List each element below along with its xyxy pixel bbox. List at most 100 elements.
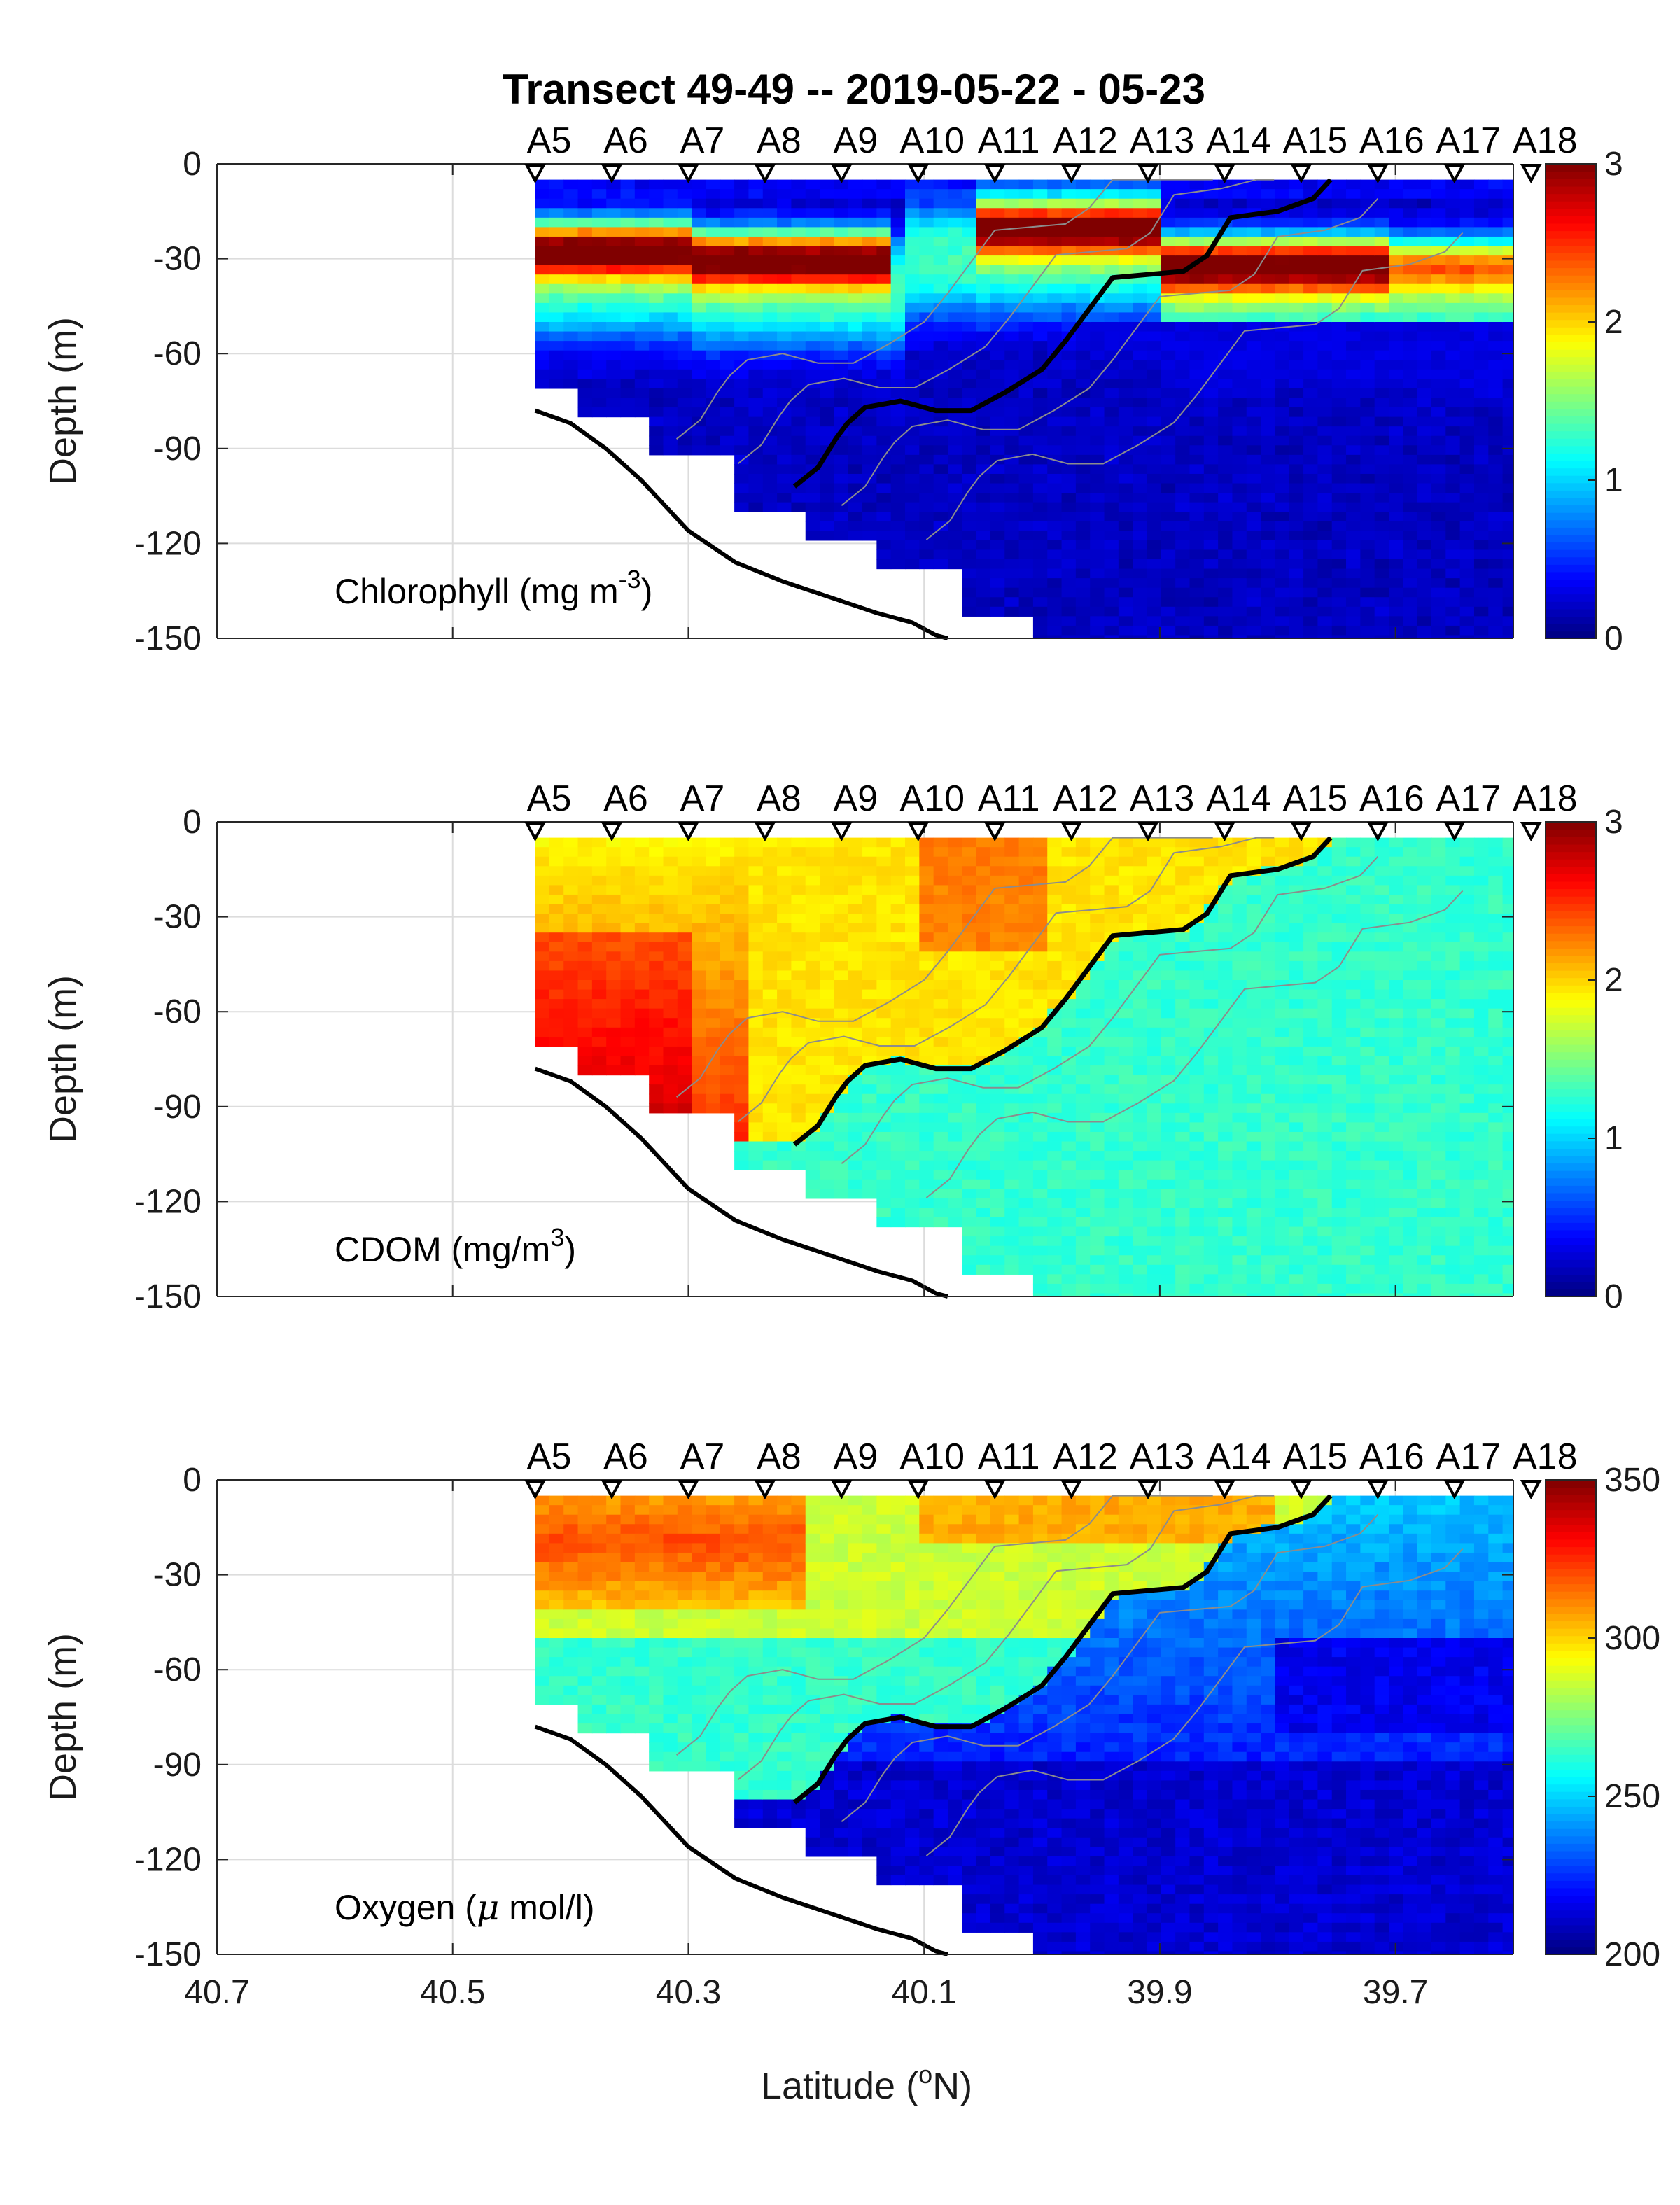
heatmap-cell (634, 856, 650, 867)
heatmap-cell (734, 837, 750, 848)
heatmap-cell (592, 875, 607, 886)
heatmap-cell (1175, 1226, 1191, 1237)
colorbar-swatch (1546, 253, 1596, 261)
heatmap-cell (606, 379, 622, 389)
heatmap-cell (890, 531, 906, 541)
heatmap-cell (1346, 625, 1361, 636)
heatmap-cell (748, 189, 764, 200)
heatmap-cell (1460, 493, 1475, 503)
heatmap-cell (1232, 559, 1247, 570)
heatmap-cell (692, 236, 707, 247)
heatmap-cell (1090, 1008, 1105, 1018)
heatmap-cell (962, 847, 977, 858)
heatmap-cell (848, 885, 863, 895)
heatmap-cell (1133, 635, 1148, 638)
heatmap-cell (1189, 1008, 1205, 1018)
heatmap-cell (1004, 416, 1020, 427)
heatmap-cell (1118, 540, 1133, 551)
heatmap-cell (862, 483, 877, 493)
heatmap-cell (1403, 578, 1418, 589)
heatmap-cell (1246, 179, 1261, 190)
heatmap-cell (962, 923, 977, 933)
heatmap-cell (720, 951, 735, 962)
heatmap-cell (1474, 473, 1489, 484)
heatmap-cell (947, 265, 962, 275)
heatmap-cell (1403, 369, 1418, 379)
heatmap-cell (1090, 1141, 1105, 1152)
heatmap-cell (1004, 932, 1020, 943)
heatmap-cell (1374, 331, 1390, 342)
heatmap-cell (805, 435, 820, 446)
heatmap-cell (933, 894, 948, 905)
heatmap-cell (1061, 951, 1077, 962)
heatmap-cell (1261, 521, 1276, 531)
heatmap-cell (834, 512, 849, 522)
heatmap-cell (1502, 284, 1513, 294)
heatmap-cell (1261, 483, 1276, 493)
heatmap-cell (1161, 445, 1176, 456)
heatmap-cell (990, 1160, 1005, 1170)
heatmap-cell (564, 341, 579, 351)
heatmap-cell (1004, 350, 1020, 360)
heatmap-cell (862, 913, 877, 924)
heatmap-cell (905, 923, 920, 933)
heatmap-cell (1118, 1293, 1133, 1296)
heatmap-cell (1133, 388, 1148, 399)
heatmap-cell (876, 379, 892, 389)
heatmap-cell (791, 1056, 806, 1066)
heatmap-cell (1032, 894, 1048, 905)
heatmap-cell (1075, 416, 1091, 427)
heatmap-cell (677, 217, 692, 227)
heatmap-cell (862, 331, 877, 342)
heatmap-cell (990, 1027, 1005, 1037)
heatmap-cell (1261, 625, 1276, 636)
heatmap-cell (535, 208, 550, 218)
heatmap-cell (1189, 236, 1205, 247)
heatmap-cell (947, 875, 962, 886)
heatmap-cell (933, 866, 948, 876)
heatmap-cell (1275, 189, 1290, 200)
heatmap-cell (1232, 635, 1247, 638)
heatmap-cell (1502, 473, 1513, 484)
heatmap-cell (947, 837, 962, 848)
heatmap-cell (1075, 1179, 1091, 1189)
heatmap-cell (1374, 493, 1390, 503)
heatmap-cell (1032, 1008, 1048, 1018)
heatmap-cell (1175, 464, 1191, 475)
heatmap-cell (777, 369, 792, 379)
heatmap-cell (1032, 1274, 1048, 1284)
heatmap-cell (1289, 302, 1304, 314)
heatmap-cell (1203, 312, 1219, 323)
heatmap-cell (1460, 559, 1475, 570)
heatmap-cell (834, 445, 849, 456)
heatmap-cell (677, 293, 692, 304)
heatmap-cell (1075, 1236, 1091, 1247)
heatmap-cell (834, 904, 849, 914)
heatmap-cell (762, 1027, 778, 1037)
heatmap-cell (1488, 416, 1504, 427)
heatmap-cell (805, 847, 820, 858)
heatmap-cell (1047, 502, 1063, 512)
heatmap-cell (1118, 568, 1133, 579)
heatmap-cell (748, 179, 764, 190)
heatmap-cell (1517, 559, 1532, 569)
heatmap-cell (1161, 540, 1176, 551)
heatmap-cell (1502, 435, 1513, 446)
colorbar-swatch (1546, 230, 1596, 239)
heatmap-cell (1431, 616, 1446, 626)
heatmap-cell (1374, 227, 1390, 237)
heatmap-cell (1104, 369, 1119, 379)
heatmap-cell (1446, 274, 1461, 285)
heatmap-cell (1161, 1151, 1176, 1161)
heatmap-cell (578, 999, 593, 1009)
heatmap-cell (1118, 999, 1133, 1009)
heatmap-cell (1075, 360, 1091, 370)
heatmap-cell (677, 416, 692, 427)
heatmap-cell (692, 1056, 707, 1066)
heatmap-cell (805, 398, 820, 408)
heatmap-cell (1061, 502, 1077, 512)
heatmap-cell (1218, 454, 1233, 465)
heatmap-cell (905, 312, 920, 323)
heatmap-cell (777, 331, 792, 342)
heatmap-cell (890, 217, 906, 227)
